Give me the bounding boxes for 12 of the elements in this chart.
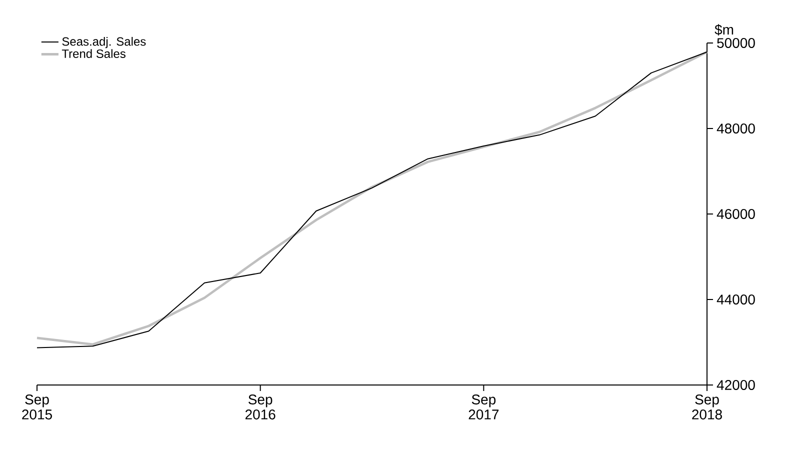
x-tick-label: Sep 2017 [468, 394, 499, 420]
y-tick-label: 48000 [716, 124, 755, 134]
x-tick-label: Sep 2015 [22, 394, 52, 420]
y-tick-label: 44000 [716, 294, 755, 304]
y-tick-label: 46000 [716, 209, 755, 219]
legend-label: Seas.adj. Sales [62, 36, 146, 48]
y-axis-title: $m [714, 24, 734, 36]
y-tick-label: 50000 [717, 38, 755, 48]
x-tick-label: Sep 2016 [245, 394, 276, 420]
x-tick-label: Sep 2018 [692, 394, 722, 420]
y-tick-label: 42000 [716, 380, 755, 390]
legend-label: Trend Sales [62, 49, 126, 58]
